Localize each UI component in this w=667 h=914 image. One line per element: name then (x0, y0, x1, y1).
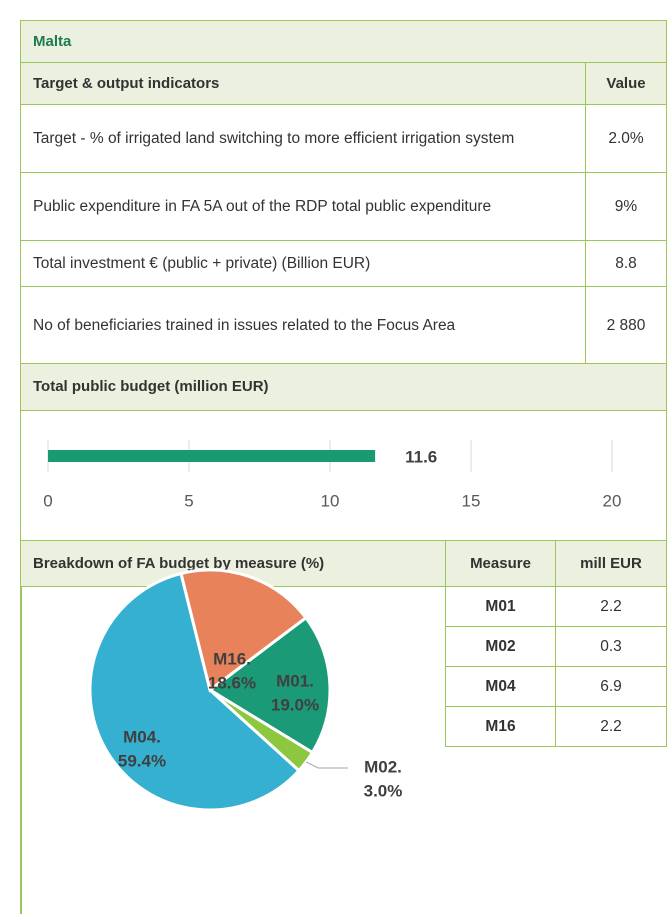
leader-line (305, 761, 348, 769)
data-label: 11.6 (405, 447, 437, 466)
column-header: mill EUR (580, 554, 642, 572)
column-header: Measure (470, 554, 531, 572)
x-tick-label: 15 (462, 491, 481, 510)
slice-value: 59.4% (118, 751, 166, 770)
slice-value: 3.0% (364, 781, 403, 800)
slice-category: M16. (213, 649, 251, 668)
left-border (20, 586, 22, 914)
measure-code-text: M01 (485, 597, 516, 615)
x-tick-label: 10 (321, 491, 340, 510)
chart-title: Total public budget (million EUR) (33, 378, 269, 395)
budget-header: Total public budget (million EUR) (20, 363, 667, 411)
measure-value-text: 2.2 (600, 717, 622, 735)
country-title: Malta (33, 32, 72, 50)
bar (48, 450, 376, 462)
country-header: Malta (20, 20, 667, 63)
pie-slice (207, 615, 332, 755)
mill-eur-header: mill EUR (555, 540, 667, 587)
x-tick-label: 20 (603, 491, 622, 510)
measure-code-text: M02 (485, 637, 516, 655)
slice-value: 19.0% (271, 695, 319, 714)
indicator-value-text: 2 880 (606, 316, 646, 334)
slice-value: 18.6% (208, 673, 256, 692)
chart-title: Breakdown of FA budget by measure (%) (33, 554, 325, 572)
measure-value-text: 0.3 (600, 637, 622, 655)
slice-category: M04. (123, 727, 161, 746)
indicator-value-text: 9% (614, 197, 638, 215)
measure-header: Measure (445, 540, 556, 587)
measure-code-text: M04 (485, 677, 516, 695)
measure-code-text: M16 (485, 717, 516, 735)
indicator-label-text: Total investment € (public + private) (B… (33, 254, 371, 272)
indicator-value-text: 2.0% (608, 129, 644, 147)
value-header: Value (585, 62, 667, 105)
pie-slice (179, 568, 308, 693)
measure-value-text: 6.9 (600, 677, 622, 695)
indicator-value-text: 8.8 (615, 254, 637, 272)
column-header: Value (606, 74, 646, 92)
indicator-label-text: Target - % of irrigated land switching t… (33, 129, 515, 147)
measure-value-text: 2.2 (600, 597, 622, 615)
column-header: Target & output indicators (33, 74, 220, 92)
pie-slice (88, 571, 302, 812)
indicator-label-text: Public expenditure in FA 5A out of the R… (33, 197, 492, 215)
indicator-label-text: No of beneficiaries trained in issues re… (33, 316, 456, 334)
slice-category: M02. (364, 757, 402, 776)
slice-category: M01. (276, 671, 314, 690)
x-tick-label: 0 (43, 491, 52, 510)
x-tick-label: 5 (184, 491, 193, 510)
